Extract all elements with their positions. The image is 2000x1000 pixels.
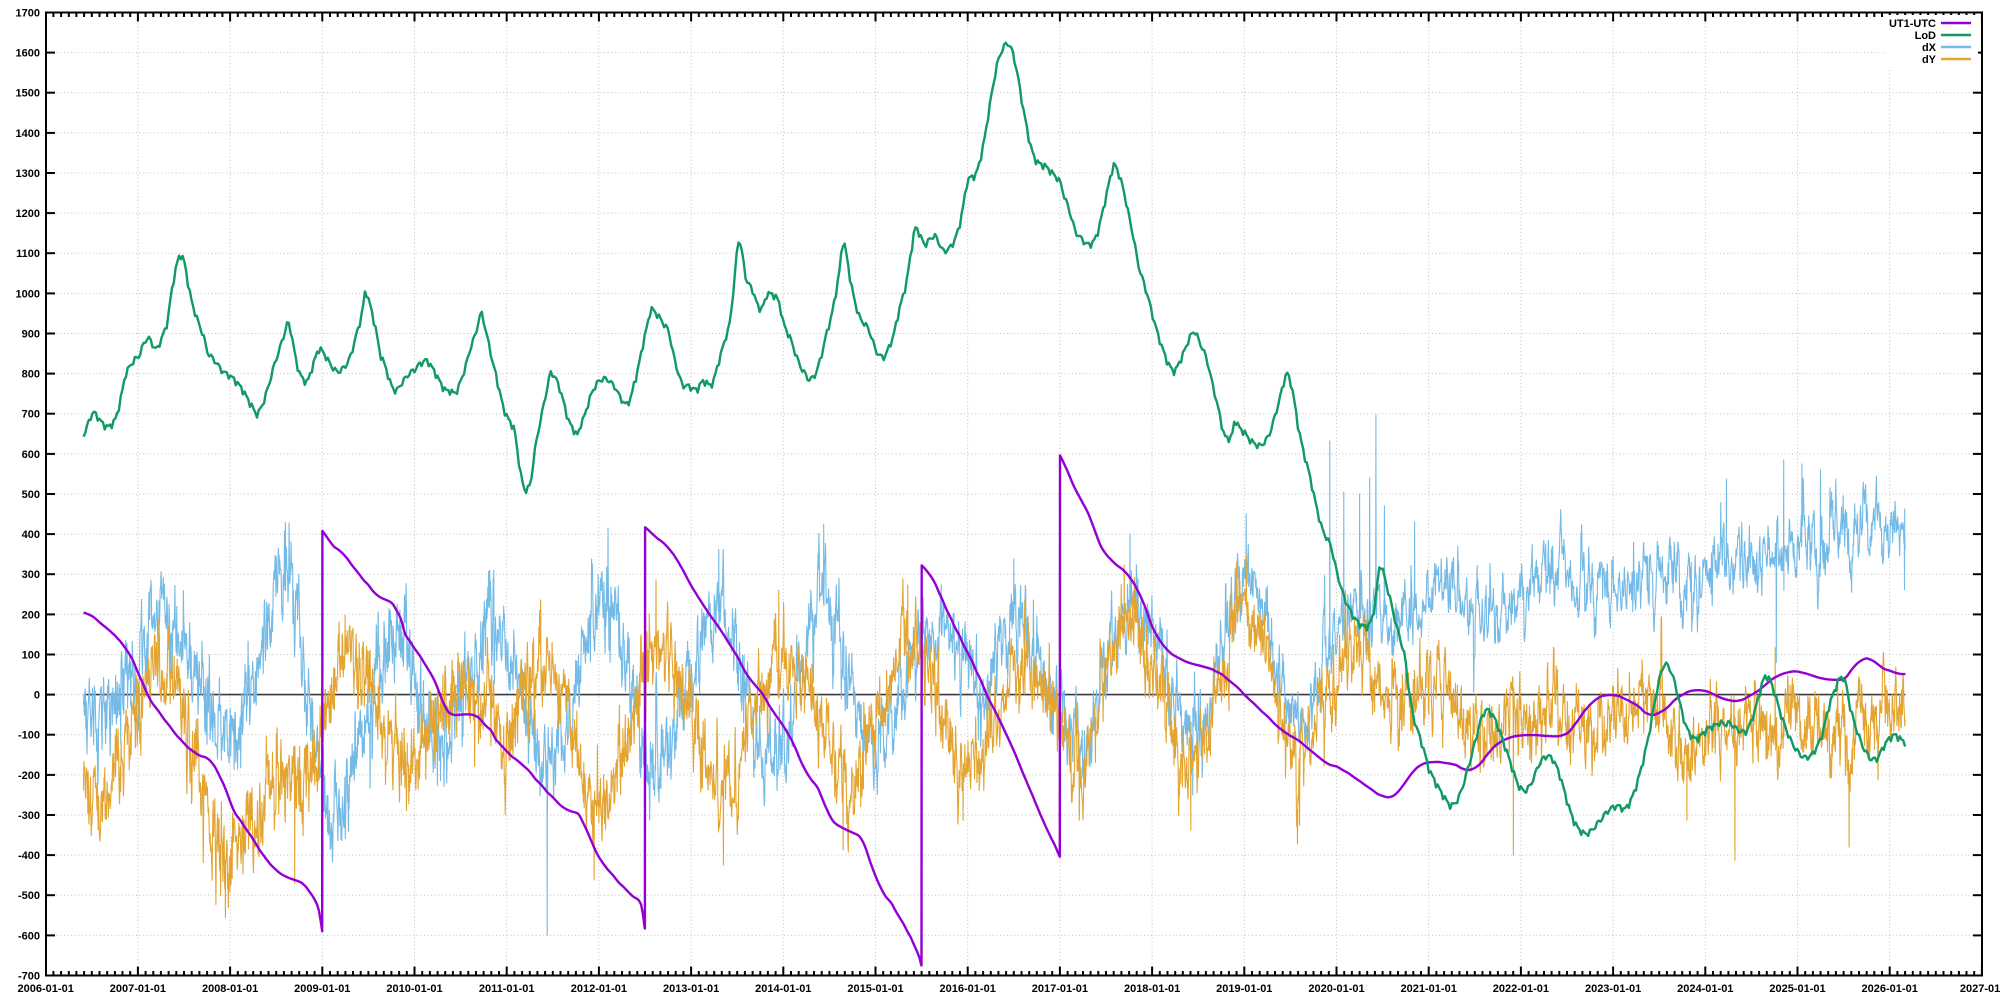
svg-text:400: 400 — [22, 529, 40, 541]
svg-text:600: 600 — [22, 449, 40, 461]
svg-text:2006-01-01: 2006-01-01 — [18, 983, 74, 995]
svg-text:1500: 1500 — [16, 88, 40, 100]
svg-text:2023-01-01: 2023-01-01 — [1585, 983, 1641, 995]
svg-text:dX: dX — [1922, 42, 1937, 54]
svg-text:2009-01-01: 2009-01-01 — [294, 983, 350, 995]
svg-text:-600: -600 — [18, 930, 40, 942]
svg-text:2024-01-01: 2024-01-01 — [1677, 983, 1733, 995]
svg-text:2025-01-01: 2025-01-01 — [1769, 983, 1825, 995]
svg-text:2017-01-01: 2017-01-01 — [1032, 983, 1088, 995]
svg-text:2010-01-01: 2010-01-01 — [386, 983, 442, 995]
svg-text:-500: -500 — [18, 890, 40, 902]
svg-text:2022-01-01: 2022-01-01 — [1493, 983, 1549, 995]
svg-text:300: 300 — [22, 569, 40, 581]
svg-text:500: 500 — [22, 489, 40, 501]
svg-text:1100: 1100 — [16, 248, 40, 260]
svg-text:dY: dY — [1922, 54, 1937, 66]
svg-text:700: 700 — [22, 409, 40, 421]
svg-text:2018-01-01: 2018-01-01 — [1124, 983, 1180, 995]
svg-text:-200: -200 — [18, 770, 40, 782]
svg-text:2014-01-01: 2014-01-01 — [755, 983, 811, 995]
svg-text:2015-01-01: 2015-01-01 — [847, 983, 903, 995]
svg-text:1000: 1000 — [16, 288, 40, 300]
svg-text:100: 100 — [22, 650, 40, 662]
svg-text:1400: 1400 — [16, 128, 40, 140]
svg-text:200: 200 — [22, 609, 40, 621]
svg-text:-300: -300 — [18, 810, 40, 822]
svg-text:2016-01-01: 2016-01-01 — [940, 983, 996, 995]
svg-text:2013-01-01: 2013-01-01 — [663, 983, 719, 995]
svg-text:LoD: LoD — [1915, 30, 1936, 42]
svg-text:1200: 1200 — [16, 208, 40, 220]
svg-text:2012-01-01: 2012-01-01 — [571, 983, 627, 995]
svg-text:1300: 1300 — [16, 168, 40, 180]
svg-text:2008-01-01: 2008-01-01 — [202, 983, 258, 995]
svg-text:2011-01-01: 2011-01-01 — [479, 983, 535, 995]
svg-text:-100: -100 — [18, 730, 40, 742]
svg-text:0: 0 — [34, 690, 40, 702]
svg-text:1600: 1600 — [16, 48, 40, 60]
svg-text:2021-01-01: 2021-01-01 — [1401, 983, 1457, 995]
svg-text:2020-01-01: 2020-01-01 — [1308, 983, 1364, 995]
svg-text:UT1-UTC: UT1-UTC — [1889, 18, 1936, 30]
svg-text:-400: -400 — [18, 850, 40, 862]
svg-text:2027-01-: 2027-01- — [1960, 983, 2000, 995]
svg-text:-700: -700 — [18, 971, 40, 983]
svg-text:800: 800 — [22, 369, 40, 381]
svg-text:1700: 1700 — [16, 8, 40, 20]
svg-text:2007-01-01: 2007-01-01 — [110, 983, 166, 995]
svg-text:2019-01-01: 2019-01-01 — [1216, 983, 1272, 995]
svg-text:2026-01-01: 2026-01-01 — [1862, 983, 1918, 995]
svg-text:900: 900 — [22, 329, 40, 341]
